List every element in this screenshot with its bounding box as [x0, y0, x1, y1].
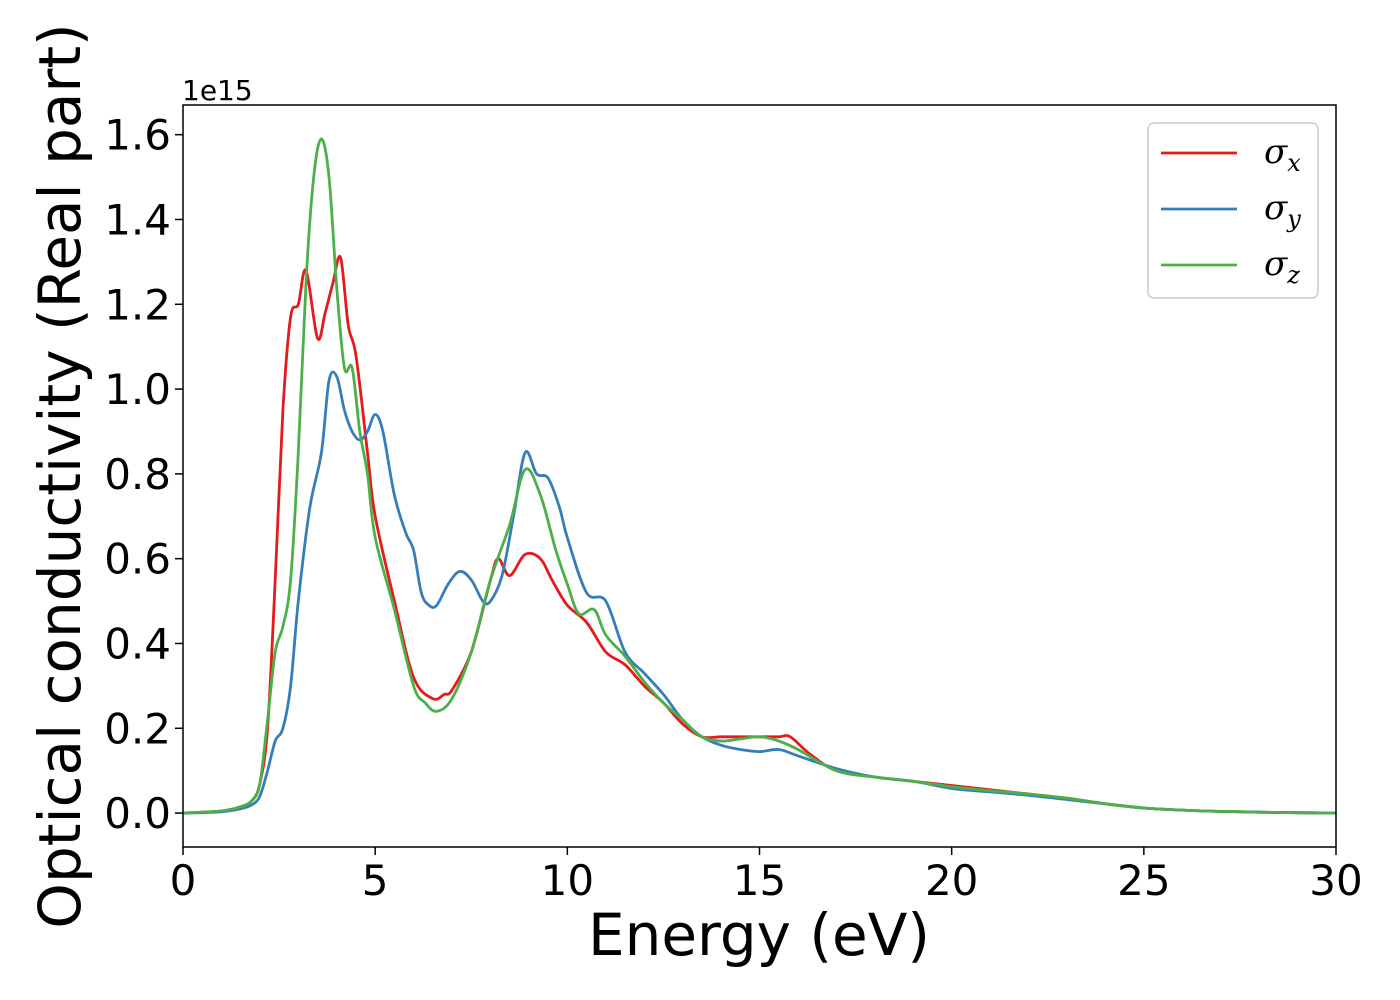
x-tick-label: 5 [362, 856, 389, 905]
x-tick-label: 25 [1117, 856, 1170, 905]
plot-area [183, 105, 1336, 847]
y-tick-label: 0.6 [104, 535, 171, 584]
y-tick-label: 0.0 [104, 789, 171, 838]
y-tick-label: 1.4 [104, 195, 171, 244]
x-tick-label: 30 [1309, 856, 1362, 905]
y-axis-label: Optical conductivity (Real part) [26, 23, 94, 928]
legend-label-x: σx [1264, 132, 1301, 177]
y-tick-label: 1.0 [104, 365, 171, 414]
x-axis-ticks: 0 5 10 15 20 25 30 [170, 847, 1363, 905]
series-layer [182, 137, 1337, 815]
series-line-z [182, 137, 1337, 815]
y-tick-label: 0.2 [104, 704, 171, 753]
y-tick-label: 0.4 [104, 619, 171, 668]
y-tick-label: 1.2 [104, 280, 171, 329]
y-offset-label: 1e15 [182, 74, 253, 107]
x-axis-label: Energy (eV) [588, 901, 930, 969]
legend: σx σy σz [1147, 122, 1319, 299]
legend-label-z: σz [1264, 244, 1300, 289]
y-tick-label: 0.8 [104, 450, 171, 499]
y-tick-label: 1.6 [104, 111, 171, 160]
x-tick-label: 10 [541, 856, 594, 905]
y-axis-ticks: 0.0 0.2 0.4 0.6 0.8 1.0 1.2 1.4 1.6 [104, 111, 183, 838]
x-tick-label: 0 [170, 856, 197, 905]
legend-box [1147, 122, 1319, 299]
legend-label-y: σy [1264, 188, 1301, 233]
x-tick-label: 15 [733, 856, 786, 905]
x-tick-label: 20 [925, 856, 978, 905]
